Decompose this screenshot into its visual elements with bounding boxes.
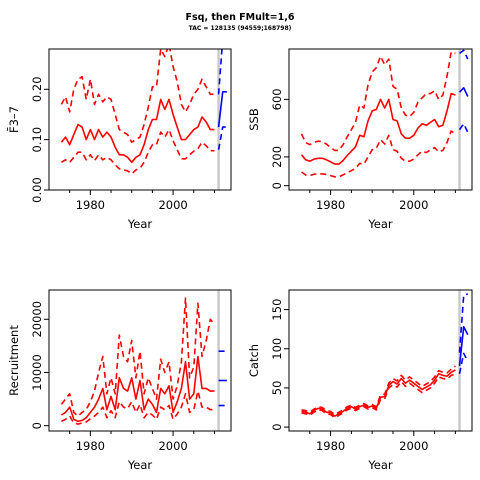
historic-lower-line — [301, 373, 456, 419]
historic-lower-line — [301, 130, 456, 178]
historic-median-line — [60, 355, 215, 423]
y-axis-label: SSB — [247, 108, 261, 131]
y-axis-label: Catch — [247, 344, 261, 377]
plot-frame — [288, 289, 473, 432]
chart-title: Fsq, then FMult=1,6 — [186, 12, 295, 23]
projection-upper-line — [458, 293, 469, 353]
y-tick-label: 50 — [270, 381, 284, 396]
y-tick-label: 0.20 — [30, 76, 44, 102]
x-tick-label: 1980 — [316, 439, 345, 453]
projection-lower-line — [458, 352, 469, 374]
catch-panel: 1980 2000 0 50 100 150 Year Catch — [247, 289, 473, 472]
y-tick-label: 0.00 — [30, 177, 44, 203]
plot-frame — [288, 48, 473, 191]
projection-upper-line — [217, 49, 223, 95]
plot-frame — [48, 289, 232, 432]
y-axis-label: F̄3–7 — [7, 106, 21, 133]
fbar-panel: 1980 2000 0.00 0.10 0.20 Year F̄3–7 — [7, 48, 232, 231]
y-tick-label: 0 — [30, 422, 44, 429]
x-axis-label: Year — [367, 217, 393, 231]
y-tick-label: 600 — [270, 88, 284, 110]
x-tick-label: 1980 — [76, 439, 105, 453]
y-tick-label: 200 — [270, 146, 284, 168]
series-group — [301, 293, 469, 419]
y-axis-label: Recruitment — [7, 325, 21, 396]
y-tick-label: 0 — [270, 182, 284, 189]
x-axis-label: Year — [367, 458, 393, 472]
x-tick-label: 2000 — [158, 439, 187, 453]
projection-median-line — [458, 87, 469, 97]
y-tick-label: 100 — [270, 338, 284, 360]
series-group — [60, 49, 227, 175]
historic-lower-line — [61, 390, 215, 425]
y-tick-label: 150 — [270, 299, 284, 321]
series-group — [60, 297, 227, 425]
historic-upper-line — [60, 49, 215, 143]
projection-upper-line — [459, 49, 469, 60]
projection-lower-line — [458, 123, 469, 133]
chart-subtitle: TAC = 128135 (94559;168798) — [189, 25, 292, 32]
y-tick-label: 0.10 — [30, 127, 44, 153]
x-axis-label: Year — [127, 217, 153, 231]
projection-median-line — [217, 91, 227, 128]
ssb-panel: 1980 2000 0 200 600 Year SSB — [247, 48, 473, 231]
series-group — [300, 49, 469, 178]
x-tick-label: 1980 — [76, 198, 105, 212]
plot-frame — [48, 48, 232, 191]
x-tick-label: 2000 — [399, 439, 428, 453]
x-tick-label: 2000 — [158, 198, 187, 212]
historic-median-line — [300, 92, 456, 165]
historic-upper-line — [301, 365, 456, 416]
projection-median-line — [458, 326, 469, 367]
y-tick-label: 10000 — [30, 354, 44, 391]
x-tick-label: 1980 — [316, 198, 345, 212]
x-axis-label: Year — [127, 458, 153, 472]
historic-upper-line — [300, 51, 456, 152]
y-tick-label: 0 — [270, 423, 284, 430]
projection-lower-line — [217, 126, 227, 150]
historic-upper-line — [60, 297, 216, 417]
historic-median-line — [60, 98, 215, 164]
x-tick-label: 2000 — [399, 198, 428, 212]
y-tick-label: 20000 — [30, 301, 44, 338]
